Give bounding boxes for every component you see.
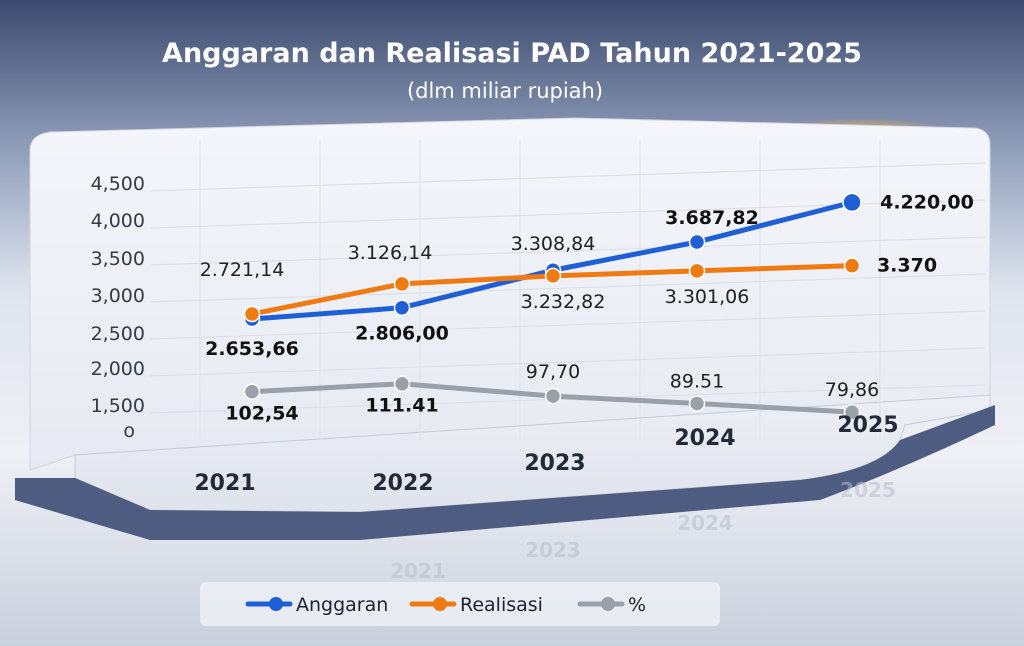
x-tick-label: 2021 bbox=[194, 471, 255, 496]
gridline bbox=[149, 310, 986, 340]
gridline bbox=[149, 162, 986, 192]
y-tick-label: 3,000 bbox=[91, 285, 145, 307]
realisasi-point bbox=[544, 267, 562, 285]
chart-title: Anggaran dan Realisasi PAD Tahun 2021-20… bbox=[162, 38, 862, 69]
realisasi-point bbox=[243, 305, 261, 323]
anggaran-point bbox=[688, 233, 706, 251]
y-tick-label: 2,000 bbox=[91, 358, 145, 380]
realisasi-data-label: 3.126,14 bbox=[348, 242, 433, 264]
percent-point bbox=[688, 395, 706, 412]
back-wall bbox=[29, 117, 991, 471]
realisasi-point bbox=[393, 275, 411, 293]
y-tick-label: 4,000 bbox=[91, 210, 145, 232]
gridline bbox=[149, 273, 986, 303]
anggaran-data-label: 2.806,00 bbox=[355, 323, 449, 345]
y-tick-label: 2,500 bbox=[91, 323, 145, 345]
legend-label-realisasi: Realisasi bbox=[460, 594, 543, 616]
legend-marker-percent bbox=[601, 597, 615, 611]
percent-point bbox=[843, 403, 861, 421]
y-tick-label: 3,500 bbox=[91, 248, 145, 270]
realisasi-data-label: 3.370 bbox=[877, 255, 937, 277]
percent-data-label: 89.51 bbox=[670, 370, 724, 392]
realisasi-data-label: 2.721,14 bbox=[200, 259, 285, 281]
y-tick-label: 4,500 bbox=[91, 173, 145, 195]
percent-point bbox=[243, 383, 261, 400]
x-tick-label: 2022 bbox=[372, 471, 433, 496]
percent-data-label: 97,70 bbox=[526, 361, 580, 383]
x-tick-reflection: 2024 bbox=[677, 511, 733, 535]
legend-label-percent: % bbox=[628, 594, 646, 616]
x-tick-label: 2023 bbox=[524, 451, 585, 476]
percent-data-label: 79,86 bbox=[825, 379, 879, 401]
realisasi-data-label: 3.232,82 bbox=[521, 291, 606, 313]
anggaran-data-label: 3.308,84 bbox=[511, 233, 596, 255]
y-tick-label: o bbox=[123, 420, 135, 442]
legend-label-anggaran: Anggaran bbox=[296, 594, 388, 616]
anggaran-point bbox=[393, 299, 411, 316]
percent-data-label: 102,54 bbox=[225, 403, 298, 425]
realisasi-point bbox=[843, 257, 861, 274]
percent-data-label: 111.41 bbox=[365, 395, 438, 417]
x-tick-label: 2025 bbox=[837, 413, 898, 438]
percent-point bbox=[393, 375, 411, 392]
y-tick-label: 1,500 bbox=[91, 395, 145, 417]
anggaran-point bbox=[842, 192, 862, 213]
base-edge bbox=[15, 405, 995, 540]
legend: Anggaran Realisasi% bbox=[245, 594, 646, 616]
x-tick-label: 2024 bbox=[674, 426, 735, 451]
anggaran-data-label: 2.653,66 bbox=[205, 338, 299, 360]
gridline bbox=[149, 236, 986, 266]
legend-marker-realisasi bbox=[433, 597, 447, 611]
chart-subtitle: (dlm miliar rupiah) bbox=[407, 79, 603, 103]
x-tick-reflection: 2021 bbox=[390, 559, 446, 583]
x-tick-reflection: 2025 bbox=[840, 478, 896, 502]
x-tick-reflection: 2023 bbox=[525, 538, 581, 562]
legend-box bbox=[200, 582, 720, 626]
anggaran-data-label: 3.687,82 bbox=[665, 207, 759, 229]
percent-point bbox=[544, 387, 562, 405]
realisasi-point bbox=[688, 262, 706, 280]
gridline bbox=[149, 347, 986, 377]
legend-marker-anggaran bbox=[269, 597, 283, 611]
realisasi-data-label: 3.301,06 bbox=[665, 286, 750, 308]
anggaran-data-label: 4.220,00 bbox=[880, 191, 974, 213]
